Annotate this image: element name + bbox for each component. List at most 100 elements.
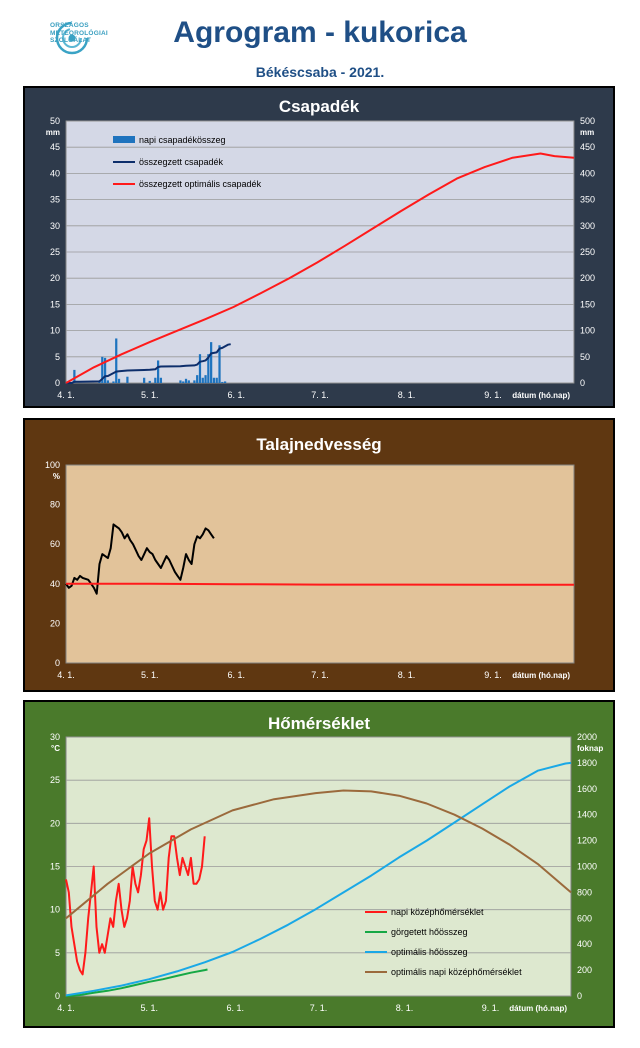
x-axis-label: dátum (hó.nap) — [512, 391, 570, 400]
precip-bar — [224, 381, 226, 383]
x-tick-label: 4. 1. — [57, 670, 75, 680]
x-tick-label: 5. 1. — [141, 670, 159, 680]
x-axis-label: dátum (hó.nap) — [509, 1004, 567, 1013]
y-tick-label: 10 — [50, 326, 60, 336]
precip-bar — [185, 379, 187, 383]
y-tick-label: 5 — [55, 948, 60, 958]
x-tick-label: 9. 1. — [484, 390, 502, 400]
y2-unit-label: mm — [580, 128, 594, 137]
y-tick-label: 35 — [50, 195, 60, 205]
x-tick-label: 8. 1. — [396, 1003, 414, 1013]
y2-tick-label: 200 — [580, 273, 595, 283]
y-tick-label: 10 — [50, 905, 60, 915]
y-tick-label: 0 — [55, 658, 60, 668]
x-tick-label: 4. 1. — [57, 390, 75, 400]
y-tick-label: 30 — [50, 221, 60, 231]
y2-tick-label: 300 — [580, 221, 595, 231]
chart-title: Csapadék — [279, 97, 360, 116]
y-tick-label: 20 — [50, 818, 60, 828]
x-tick-label: 8. 1. — [398, 390, 416, 400]
y2-tick-label: 1400 — [577, 810, 597, 820]
precipitation-panel: Csapadék 0 5 10 15 20 25 30 35 40 45 50 mm 0 50 100 150 2… — [23, 86, 615, 408]
precip-bar — [213, 378, 215, 383]
x-axis-label: dátum (hó.nap) — [512, 671, 570, 680]
y-unit-label: °C — [51, 744, 60, 753]
y-tick-label: 0 — [55, 378, 60, 388]
precipitation-chart: Csapadék 0 5 10 15 20 25 30 35 40 45 50 mm 0 50 100 150 2… — [25, 88, 613, 406]
y-tick-label: 45 — [50, 142, 60, 152]
soil-moisture-chart: Talajnedvesség020406080100%4. 1. 5. 1. 6. … — [25, 420, 613, 690]
precip-bar — [202, 378, 204, 383]
legend-label: összegzett csapadék — [139, 157, 224, 167]
legend-label: napi csapadékösszeg — [139, 135, 226, 145]
y-tick-label: 50 — [50, 116, 60, 126]
precip-bar — [182, 381, 184, 383]
y2-tick-label: 1600 — [577, 784, 597, 794]
y2-tick-label: 600 — [577, 913, 592, 923]
precip-bar — [210, 342, 212, 383]
legend-label: összegzett optimális csapadék — [139, 179, 262, 189]
y-tick-label: 0 — [55, 991, 60, 1001]
y2-tick-label: 800 — [577, 887, 592, 897]
x-tick-label: 6. 1. — [227, 1003, 245, 1013]
y-tick-label: 20 — [50, 618, 60, 628]
precip-bar — [143, 378, 145, 383]
y-tick-label: 25 — [50, 775, 60, 785]
y-tick-label: 40 — [50, 579, 60, 589]
precip-bar — [199, 354, 201, 383]
x-tick-label: 8. 1. — [398, 670, 416, 680]
temperature-panel: Hőmérséklet 0 5 10 15 20 25 30 °C 0 200 400 600 800 10… — [23, 700, 615, 1028]
precip-bar — [179, 380, 181, 383]
plot-area — [66, 465, 574, 663]
precip-bar — [216, 378, 218, 383]
precip-bar — [154, 378, 156, 383]
chart-title: Hőmérséklet — [268, 714, 370, 733]
y2-tick-label: 450 — [580, 142, 595, 152]
chart-title: Talajnedvesség — [256, 435, 381, 454]
soil-moisture-panel: Talajnedvesség 0 20 40 60 80 100% 4. 1. 5. 1. 6. … — [23, 418, 615, 692]
y2-tick-label: 2000 — [577, 732, 597, 742]
y2-tick-label: 500 — [580, 116, 595, 126]
x-tick-label: 6. 1. — [228, 670, 246, 680]
y2-tick-label: 400 — [580, 168, 595, 178]
y2-unit-label: foknap — [577, 744, 603, 753]
y2-tick-label: 150 — [580, 299, 595, 309]
precip-bar — [112, 381, 114, 383]
y2-tick-label: 100 — [580, 326, 595, 336]
x-tick-label: 7. 1. — [310, 1003, 328, 1013]
precip-bar — [193, 380, 195, 383]
y-tick-label: 15 — [50, 862, 60, 872]
precip-bar — [157, 360, 159, 383]
y2-tick-label: 1800 — [577, 758, 597, 768]
precip-bar — [221, 382, 223, 383]
x-tick-label: 6. 1. — [228, 390, 246, 400]
precip-bar — [126, 377, 128, 383]
legend-label: napi középhőmérséklet — [391, 907, 484, 917]
x-tick-label: 9. 1. — [482, 1003, 500, 1013]
y2-tick-label: 400 — [577, 939, 592, 949]
x-tick-label: 7. 1. — [311, 390, 329, 400]
y-tick-label: 40 — [50, 168, 60, 178]
x-tick-label: 4. 1. — [57, 1003, 75, 1013]
y2-tick-label: 0 — [580, 378, 585, 388]
x-tick-label: 5. 1. — [140, 1003, 158, 1013]
temperature-chart: Hőmérséklet 0 5 10 15 20 25 30 °C 0 200 400 600 800 10… — [25, 702, 613, 1026]
legend-label: görgetett hőösszeg — [391, 927, 468, 937]
y-tick-label: 60 — [50, 539, 60, 549]
y2-tick-label: 200 — [577, 965, 592, 975]
precip-bar — [196, 375, 198, 383]
x-tick-label: 9. 1. — [484, 670, 502, 680]
legend-label: optimális napi középhőmérséklet — [391, 967, 522, 977]
y-tick-label: 15 — [50, 299, 60, 309]
x-tick-label: 5. 1. — [141, 390, 159, 400]
y2-tick-label: 350 — [580, 195, 595, 205]
legend-label: optimális hőösszeg — [391, 947, 468, 957]
y2-tick-label: 0 — [577, 991, 582, 1001]
page-title: Agrogram - kukorica — [0, 16, 640, 50]
precip-bar — [188, 380, 190, 383]
y2-tick-label: 250 — [580, 247, 595, 257]
y-tick-label: 100 — [45, 460, 60, 470]
y2-tick-label: 50 — [580, 352, 590, 362]
y-unit-label: % — [53, 472, 60, 481]
x-tick-label: 7. 1. — [311, 670, 329, 680]
